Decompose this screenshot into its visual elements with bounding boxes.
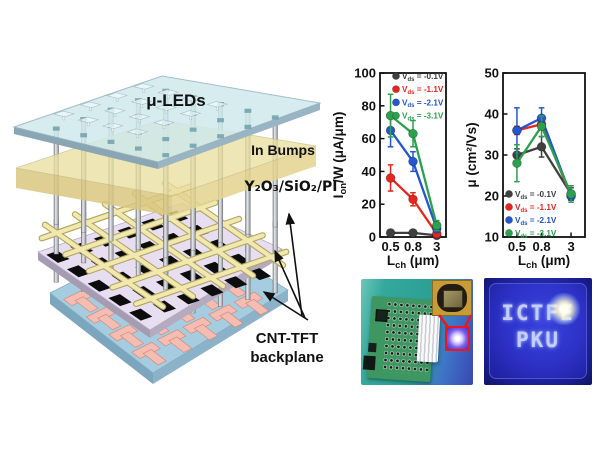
- data-point: [512, 158, 522, 168]
- display-panel: ICTFE PKU: [489, 283, 587, 379]
- y-tick-label: 40: [362, 164, 376, 179]
- chip-inset-photo: [432, 280, 472, 316]
- uled-plate: [12, 75, 322, 169]
- y-axis-title: Ion/W (μA/μm): [331, 112, 349, 199]
- legend-entry: Vds = -0.1V: [515, 190, 557, 201]
- y-tick-label: 20: [362, 197, 376, 212]
- y-tick-label: 80: [362, 98, 376, 113]
- led-highlight-box: [445, 326, 470, 351]
- y-tick-label: 20: [485, 189, 499, 204]
- y-tick-label: 0: [369, 230, 376, 245]
- data-point: [566, 189, 576, 199]
- chip-die: [443, 290, 463, 308]
- data-point: [432, 220, 442, 231]
- legend-entry: Vds = -1.1V: [515, 203, 557, 214]
- label-in-bumps: In Bumps: [251, 142, 315, 158]
- y-tick-label: 10: [485, 230, 499, 245]
- x-tick-label: 3: [567, 239, 574, 254]
- data-point: [536, 142, 547, 152]
- label-backplane-1: CNT-TFT: [256, 330, 318, 347]
- data-point: [408, 228, 418, 238]
- x-tick-label: 0.8: [533, 239, 551, 254]
- legend-entry: Vds = -2.1V: [402, 98, 444, 109]
- data-point: [385, 173, 396, 183]
- data-point: [408, 194, 418, 205]
- bright-led-spot: [548, 293, 580, 325]
- x-axis-title: Lch (μm): [387, 253, 439, 270]
- y-tick-label: 50: [485, 66, 499, 81]
- data-point: [408, 128, 418, 139]
- legend-entry: Vds = -3.1V: [402, 112, 444, 123]
- y-tick-label: 30: [485, 148, 499, 163]
- x-tick-label: 0.5: [508, 239, 526, 254]
- data-point: [536, 121, 547, 132]
- y-tick-label: 40: [485, 107, 499, 122]
- data-point: [385, 228, 396, 238]
- inset-callout-lines: [438, 314, 473, 328]
- x-tick-label: 0.5: [382, 239, 400, 254]
- label-backplane-2: backplane: [250, 349, 323, 366]
- callout-arrows: [262, 212, 309, 321]
- data-series: [512, 115, 576, 203]
- x-tick-label: 3: [433, 239, 440, 254]
- data-point: [408, 156, 418, 167]
- plot-box: [502, 72, 586, 238]
- legend-entry: Vds = -0.1V: [402, 72, 444, 83]
- legend-entry: Vds = -1.1V: [402, 85, 444, 96]
- photo-demo-board: [361, 279, 473, 385]
- y-tick-label: 100: [354, 66, 376, 81]
- label-uleds: μ-LEDs: [146, 91, 206, 110]
- label-dielectric: Y₂O₃/SiO₂/PI: [244, 179, 338, 195]
- legend-entry: Vds = -3.1V: [515, 229, 557, 240]
- y-axis-title: μ (cm²/Vs): [465, 122, 479, 187]
- x-axis-title: Lch (μm): [518, 253, 570, 270]
- photo-led-display: ICTFE PKU: [484, 278, 592, 385]
- x-tick-label: 0.8: [404, 239, 422, 254]
- uled-pixels: [52, 83, 229, 139]
- data-point: [512, 125, 522, 136]
- y-tick-label: 60: [362, 131, 376, 146]
- display-text-line2: PKU: [516, 328, 560, 352]
- data-series: [385, 93, 442, 232]
- legend-entry: Vds = -2.1V: [515, 216, 557, 227]
